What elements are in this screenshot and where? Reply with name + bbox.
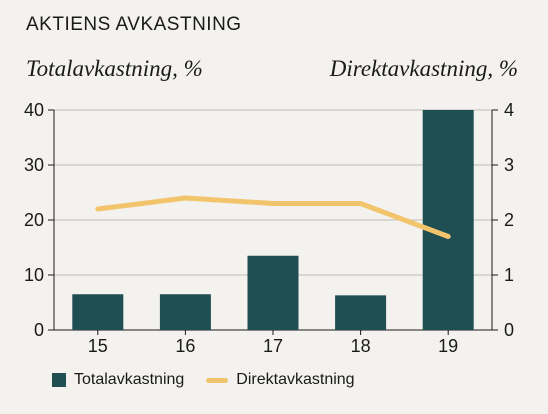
x-tick-label: 18	[351, 336, 371, 356]
right-tick-label: 4	[504, 100, 514, 120]
legend-bar-swatch	[52, 373, 66, 387]
chart-title: AKTIENS AVKASTNING	[26, 14, 242, 35]
left-tick-label: 40	[24, 100, 44, 120]
right-tick-label: 0	[504, 320, 514, 340]
line-point	[183, 196, 187, 200]
legend-label-direct: Direktavkastning	[236, 371, 355, 388]
left-tick-label: 30	[24, 155, 44, 175]
right-tick-label: 3	[504, 155, 514, 175]
x-tick-label: 19	[438, 336, 458, 356]
legend-line-swatch	[206, 377, 229, 383]
line-point	[359, 202, 363, 205]
right-tick-label: 2	[504, 210, 514, 230]
left-axis-title: Totalavkastning, %	[26, 56, 203, 81]
x-tick-label: 16	[175, 336, 195, 356]
line-point	[271, 202, 275, 205]
legend-item-direct: Direktavkastning	[206, 371, 355, 389]
left-tick-label: 10	[24, 265, 44, 285]
bar	[422, 110, 474, 330]
bar	[335, 295, 387, 330]
left-tick-label: 0	[34, 320, 44, 340]
line-point	[446, 235, 450, 238]
right-tick-label: 1	[504, 265, 514, 285]
legend-label-total: Totalavkastning	[74, 371, 185, 388]
bar	[72, 294, 124, 330]
left-tick-label: 20	[24, 210, 44, 230]
bar	[159, 294, 211, 330]
x-tick-label: 17	[263, 336, 283, 356]
line-point	[96, 207, 100, 211]
legend-item-total: Totalavkastning	[52, 371, 184, 389]
x-tick-label: 15	[88, 336, 108, 356]
chart-legend: Totalavkastning Direktavkastning	[52, 371, 377, 389]
bar	[247, 255, 299, 330]
right-axis-title: Direktavkastning, %	[329, 56, 518, 81]
